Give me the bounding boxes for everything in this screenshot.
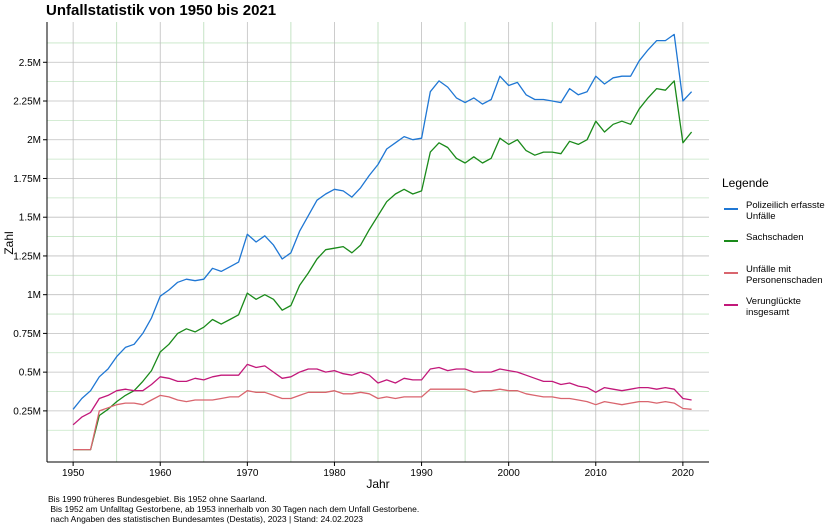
y-tick-label: 0.75M [13,329,41,340]
legend-label: Sachschaden [746,232,804,243]
legend: Legende Polizeilich erfasste Unfälle Sach… [722,176,828,328]
x-tick-label: 1950 [62,468,85,479]
legend-item-3: Unfälle mit Personenschaden [722,264,828,296]
y-tick-label: 1.5M [19,213,41,224]
y-tick-label: 1M [27,290,41,301]
legend-key [724,304,738,306]
legend-item-1: Polizeilich erfasste Unfälle [722,200,828,232]
y-tick-label: 1.25M [13,251,41,262]
caption: Bis 1990 früheres Bundesgebiet. Bis 1952… [48,494,420,524]
y-tick-label: 2M [27,135,41,146]
legend-key [724,240,738,242]
y-tick-label: 1.75M [13,174,41,185]
x-tick-label: 2010 [585,468,608,479]
series-line-2 [73,80,693,451]
y-tick-label: 0.5M [19,368,41,379]
legend-item-2: Sachschaden [722,232,828,264]
y-axis-label: Zahl [2,231,16,254]
legend-label: Polizeilich erfasste Unfälle [746,200,825,222]
grid-layer [47,22,709,462]
legend-key [724,272,738,274]
series-line-3 [73,388,692,451]
legend-label: Verunglückte insgesamt [746,296,801,318]
series-line-1 [72,33,693,410]
legend-items: Polizeilich erfasste Unfälle Sachschaden U… [722,200,828,328]
legend-title: Legende [722,176,769,190]
chart-title: Unfallstatistik von 1950 bis 2021 [46,2,277,19]
x-axis-label: Jahr [366,477,389,491]
y-tick-label: 2.5M [19,58,41,69]
axis-layer: 1950 1960 1970 1980 1990 2000 2010 2020 0.25M 0.5… [13,22,709,479]
x-tick-label: 1980 [323,468,346,479]
legend-item-4: Verunglückte insgesamt [722,296,828,328]
legend-label: Unfälle mit Personenschaden [746,264,823,286]
series-layer [72,33,693,451]
legend-key [724,208,738,210]
y-tick-label: 2.25M [13,97,41,108]
series-line-4 [72,363,692,426]
x-tick-label: 1990 [410,468,433,479]
y-tick-label: 0.25M [13,406,41,417]
x-tick-label: 1960 [149,468,172,479]
x-tick-label: 2000 [498,468,521,479]
x-tick-label: 2020 [672,468,695,479]
x-tick-label: 1970 [236,468,259,479]
